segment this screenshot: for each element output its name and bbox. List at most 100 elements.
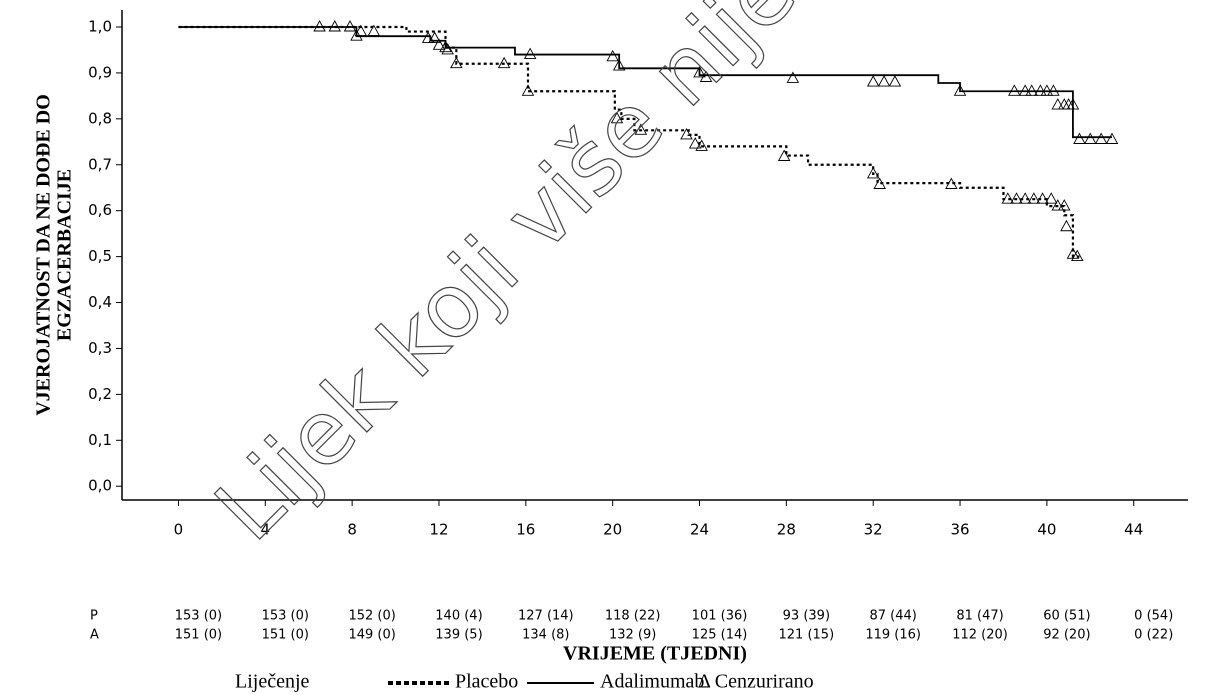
censor-mark [1047, 84, 1060, 96]
y-tick-label: 0,7 [88, 155, 112, 173]
risk-cell: 134 (8) [522, 628, 569, 643]
risk-cell: 0 (54) [1134, 609, 1173, 624]
censor-mark [1027, 192, 1041, 204]
censor-mark [343, 20, 357, 32]
censor-mark [1008, 84, 1021, 96]
censor-mark [606, 49, 619, 62]
censor-mark [1084, 132, 1097, 144]
risk-cell: 93 (39) [783, 609, 830, 624]
censor-mark [786, 71, 800, 83]
risk-cell: 151 (0) [175, 628, 222, 643]
censor-mark [1001, 192, 1015, 204]
censor-mark [693, 65, 706, 78]
risk-cell: 153 (0) [175, 609, 222, 624]
watermark: Lijek koji više nije [196, 0, 815, 560]
risk-row-label: P [90, 609, 98, 624]
risk-cell: 101 (36) [692, 609, 748, 624]
censor-mark [1051, 199, 1064, 211]
risk-cell: 140 (4) [435, 609, 482, 624]
risk-row-label: A [90, 628, 99, 643]
censor-mark [1071, 249, 1084, 262]
censor-mark [695, 139, 708, 151]
risk-cell: 152 (0) [348, 609, 395, 624]
y-tick-label: 0,0 [88, 477, 112, 495]
censor-mark [1034, 84, 1047, 96]
y-tick-label: 0,6 [88, 201, 112, 219]
censor-mark [313, 20, 326, 32]
censor-mark [421, 31, 435, 43]
censor-mark [688, 137, 702, 149]
censor-mark [428, 31, 441, 43]
risk-cell: 118 (22) [605, 609, 661, 624]
x-tick-label: 20 [603, 521, 622, 539]
censor-mark [497, 56, 511, 69]
censor-mark [873, 177, 886, 189]
censor-mark [350, 29, 363, 41]
censor-mark [1060, 219, 1073, 232]
censor-mark [777, 149, 791, 161]
y-tick-label: 1,0 [88, 17, 112, 35]
y-tick-label: 0,3 [88, 339, 112, 357]
y-tick-label: 0,5 [88, 247, 112, 265]
risk-cell: 81 (47) [956, 609, 1003, 624]
censor-mark [953, 84, 967, 96]
censor-mark [523, 47, 537, 59]
censor-mark [1010, 192, 1023, 204]
legend-label: Adalimumab [600, 671, 704, 693]
censor-mark [866, 75, 880, 87]
x-tick-label: 44 [1124, 521, 1143, 539]
risk-cell: 132 (9) [609, 628, 656, 643]
risk-cell: 139 (5) [435, 628, 482, 643]
risk-cell: 149 (0) [348, 628, 395, 643]
y-tick-label: 0,4 [88, 293, 112, 311]
censor-mark [680, 127, 693, 140]
x-tick-label: 24 [690, 521, 709, 539]
censor-mark [1018, 84, 1032, 96]
risk-cell: 119 (16) [865, 628, 921, 643]
censor-mark [328, 20, 342, 32]
censor-mark [610, 111, 624, 124]
x-tick-label: 28 [777, 521, 796, 539]
censor-mark [1066, 98, 1080, 110]
x-tick-label: 0 [174, 521, 184, 539]
y-tick-label: 0,2 [88, 385, 112, 403]
censor-mark [699, 70, 713, 82]
censor-mark [1025, 84, 1038, 96]
x-tick-label: 36 [950, 521, 969, 539]
y-axis-label: VJEROJATNOST DA NE DOĐE DO [33, 94, 55, 416]
y-tick-label: 0,9 [88, 63, 112, 81]
x-tick-label: 12 [429, 521, 448, 539]
risk-cell: 60 (51) [1043, 609, 1090, 624]
x-tick-label: 40 [1037, 521, 1056, 539]
y-axis-label: EGZACERBACIJE [54, 169, 76, 341]
risk-cell: 151 (0) [262, 628, 309, 643]
risk-cell: 121 (15) [779, 628, 835, 643]
risk-cell: 0 (22) [1134, 628, 1173, 643]
censor-mark [1018, 192, 1032, 204]
y-tick-label: 0,1 [88, 431, 112, 449]
risk-cell: 92 (20) [1043, 628, 1090, 643]
risk-cell: 112 (20) [952, 628, 1008, 643]
risk-cell: 87 (44) [870, 609, 917, 624]
risk-cell: 125 (14) [692, 628, 748, 643]
censor-mark [1057, 199, 1071, 211]
x-tick-label: 4 [261, 521, 271, 539]
x-axis-label: VRIJEME (TJEDNI) [563, 643, 747, 665]
x-tick-label: 16 [516, 521, 535, 539]
risk-cell: 127 (14) [518, 609, 574, 624]
censor-mark [521, 84, 535, 96]
censor-mark [450, 56, 463, 69]
censor-mark [432, 38, 446, 50]
censor-mark [1040, 84, 1054, 96]
legend-censored: Δ Cenzurirano [698, 671, 814, 693]
censor-mark [441, 43, 454, 55]
censor-mark [634, 123, 648, 135]
censor-mark [1036, 192, 1049, 204]
risk-cell: 153 (0) [262, 609, 309, 624]
y-tick-label: 0,8 [88, 109, 112, 127]
censor-mark [877, 75, 891, 87]
censor-mark [612, 59, 626, 71]
censor-mark [1094, 132, 1108, 144]
censor-mark [945, 177, 958, 189]
